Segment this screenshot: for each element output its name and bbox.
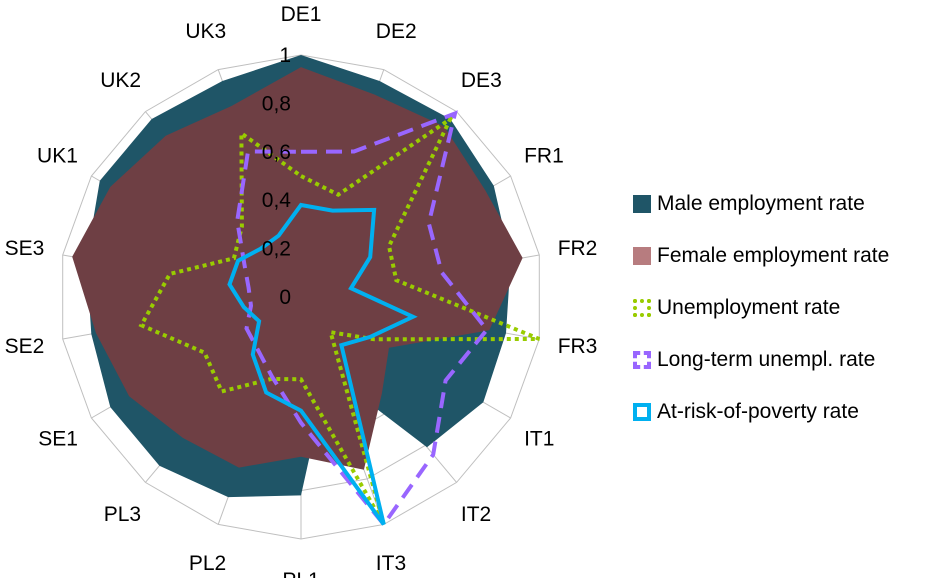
tick-label: 0,4 [262, 189, 292, 212]
category-label: PL3 [104, 503, 141, 526]
legend-swatch [633, 195, 651, 213]
legend-swatch [633, 351, 651, 369]
tick-label: 0 [279, 286, 291, 309]
category-label: IT2 [461, 503, 491, 526]
legend-swatch [633, 403, 651, 421]
legend-swatch [633, 299, 651, 317]
legend-label: Unemployment rate [657, 296, 841, 319]
radial-axis: 0 0,2 0,4 0,6 0,8 1 [262, 44, 292, 309]
category-label: IT3 [376, 552, 406, 575]
legend-item-unemployment-rate: Unemployment rate [633, 282, 943, 334]
legend-item-at-risk-of-poverty-rate: At-risk-of-poverty rate [633, 386, 943, 438]
legend-swatch [633, 247, 651, 265]
category-label: PL2 [189, 552, 226, 575]
category-label: FR3 [558, 335, 598, 358]
tick-label: 0,2 [262, 238, 291, 261]
series-at-risk-of-poverty-rate [227, 202, 418, 526]
category-label: SE3 [5, 237, 45, 260]
tick-label: 0,6 [262, 141, 291, 164]
category-label: FR2 [558, 237, 598, 260]
category-label: UK3 [185, 20, 226, 43]
category-label: UK2 [100, 69, 141, 92]
legend-item-male-employment-rate: Male employment rate [633, 178, 943, 230]
category-label: DE3 [461, 69, 502, 92]
legend-item-long-term-unempl-rate: Long-term unempl. rate [633, 334, 943, 386]
category-label: DE2 [376, 20, 417, 43]
category-label: UK1 [37, 145, 78, 168]
series-group [72, 55, 541, 528]
series-female-employment-rate [72, 67, 523, 470]
category-label: IT1 [524, 428, 554, 451]
legend-item-female-employment-rate: Female employment rate [633, 230, 943, 282]
radar-plot: 0 0,2 0,4 0,6 0,8 1 DE1 DE2 DE3 FR1 FR2 FR3 IT1 IT2 IT… [5, 3, 598, 578]
legend-label: Female employment rate [657, 244, 890, 267]
category-label: SE2 [5, 335, 45, 358]
legend-label: Long-term unempl. rate [657, 348, 876, 371]
category-axis: DE1 DE2 DE3 FR1 FR2 FR3 IT1 IT2 IT3 PL1 PL2 PL3 SE1 S… [5, 3, 598, 578]
tick-label: 0,8 [262, 92, 291, 115]
legend-label: Male employment rate [657, 192, 865, 215]
category-label: PL1 [282, 569, 319, 578]
series-unemployment-rate [138, 113, 541, 526]
category-label: SE1 [38, 428, 78, 451]
category-label: FR1 [524, 145, 564, 168]
legend-label: At-risk-of-poverty rate [657, 400, 859, 423]
legend: Male employment rate Female employment ra… [633, 178, 943, 438]
series-long-term-unempl-rate [235, 110, 490, 528]
tick-label: 1 [279, 44, 291, 67]
category-label: DE1 [281, 3, 322, 26]
